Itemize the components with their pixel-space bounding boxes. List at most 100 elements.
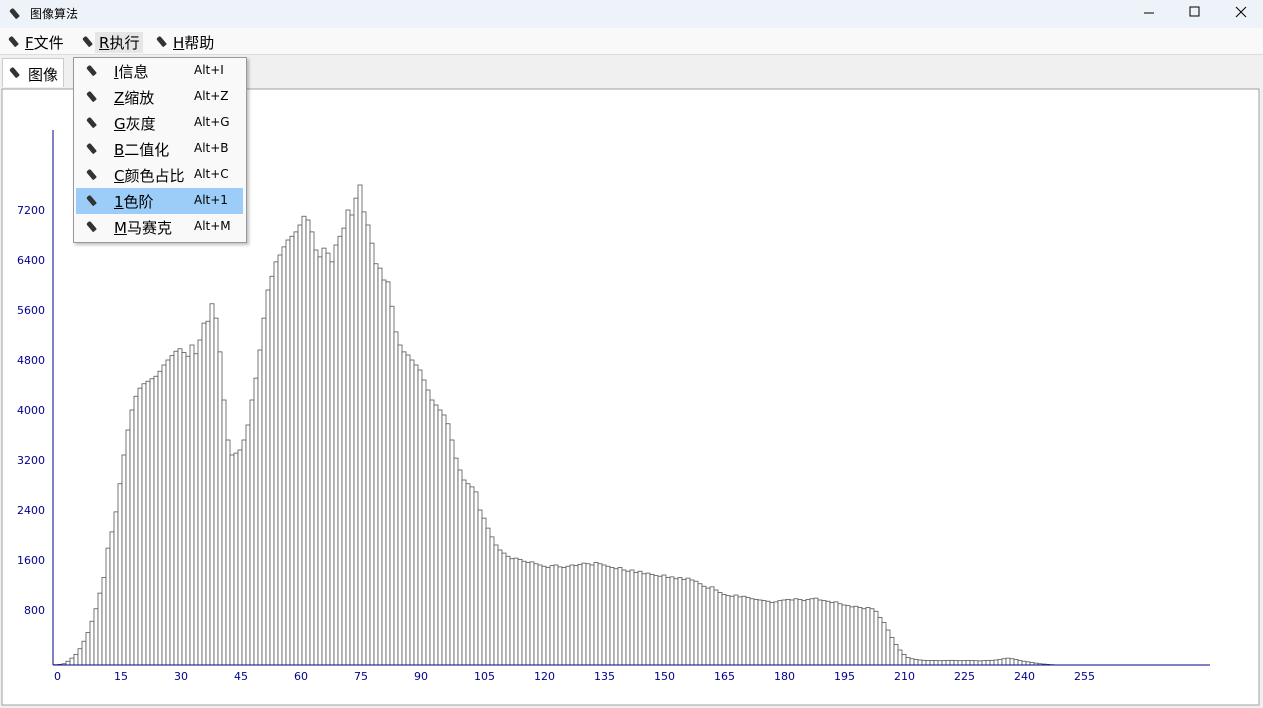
bar [413,364,419,666]
bar [1005,657,1011,666]
bar [957,660,963,666]
bar [913,658,919,666]
bar [993,659,999,666]
item-icon [86,116,97,129]
bar [581,562,587,666]
bar [153,375,159,666]
dropdown-item[interactable]: Z缩放 Alt+Z [76,84,243,110]
bar [449,439,455,666]
bar [801,600,807,666]
bar [365,224,371,666]
bar [177,348,183,666]
bar [645,572,651,666]
bar [585,563,591,666]
bar [653,575,659,666]
bar [385,281,391,666]
bar [421,379,427,666]
bar [885,629,891,666]
bar [981,660,987,666]
bar [833,601,839,666]
bar [1001,658,1007,666]
bar [257,349,263,666]
bar [157,370,163,666]
bar [181,352,187,666]
bar [437,409,443,666]
bar [525,562,531,666]
x-tick-label: 0 [54,670,61,683]
bar [349,214,355,666]
bar [285,239,291,666]
y-tick-label: 1600 [17,554,45,567]
bar [773,601,779,666]
item-shortcut: Alt+I [194,63,224,77]
bar [905,657,911,666]
bar [669,576,675,666]
x-tick-label: 210 [894,670,915,683]
bar [821,600,827,666]
bar [849,606,855,666]
item-icon [86,220,97,233]
bar [857,607,863,666]
bar [621,569,627,666]
bar [313,249,319,666]
menu-item[interactable]: R执行 [95,32,144,53]
maximize[interactable] [1189,6,1200,17]
bar [577,563,583,666]
dropdown-item[interactable]: M马赛克 Alt+M [76,214,243,240]
dropdown-item[interactable]: 1色阶 Alt+1 [76,188,243,214]
bar [713,589,719,666]
bar [189,344,195,666]
y-tick-label: 4000 [17,404,45,417]
bar [709,586,715,666]
bar [361,211,367,666]
bar [345,209,351,666]
bar [593,562,599,666]
bar [945,660,951,666]
bar [357,184,363,666]
x-tick-label: 60 [294,670,308,683]
bar [685,577,691,666]
item-label: B二值化 [114,141,170,159]
bar [193,353,199,666]
bar [237,449,243,666]
bar [221,399,227,666]
bar [897,649,903,666]
bar [213,317,219,666]
item-label: C颜色占比 [114,167,185,185]
dropdown-item[interactable]: C颜色占比 Alt+C [76,162,243,188]
tab[interactable]: 图像 [2,58,64,87]
menu-item[interactable]: F文件 [25,32,64,53]
bar [953,660,959,666]
bar [1013,658,1019,666]
dropdown-item[interactable]: B二值化 Alt+B [76,136,243,162]
bar [301,215,307,666]
menu-item[interactable]: H帮助 [173,32,214,53]
bar [265,289,271,666]
bar [537,564,543,666]
dropdown-item[interactable]: G灰度 Alt+G [76,110,243,136]
bar [321,247,327,666]
bar [541,565,547,666]
window-controls[interactable] [1123,0,1263,28]
bar [173,350,179,666]
bar [269,275,275,666]
bar [405,354,411,666]
bar [457,469,463,666]
bar [401,351,407,666]
bar [501,552,507,666]
item-label: 1色阶 [114,193,154,211]
close[interactable] [1235,6,1247,18]
bar [109,531,115,666]
bar [901,653,907,666]
dropdown-item[interactable]: I信息 Alt+I [76,58,243,84]
bar [253,377,259,666]
bar [813,597,819,666]
bar [549,565,555,666]
item-shortcut: Alt+Z [194,89,229,103]
bar [1021,660,1027,666]
bar [781,599,787,666]
bar [209,303,215,666]
bar [725,595,731,666]
